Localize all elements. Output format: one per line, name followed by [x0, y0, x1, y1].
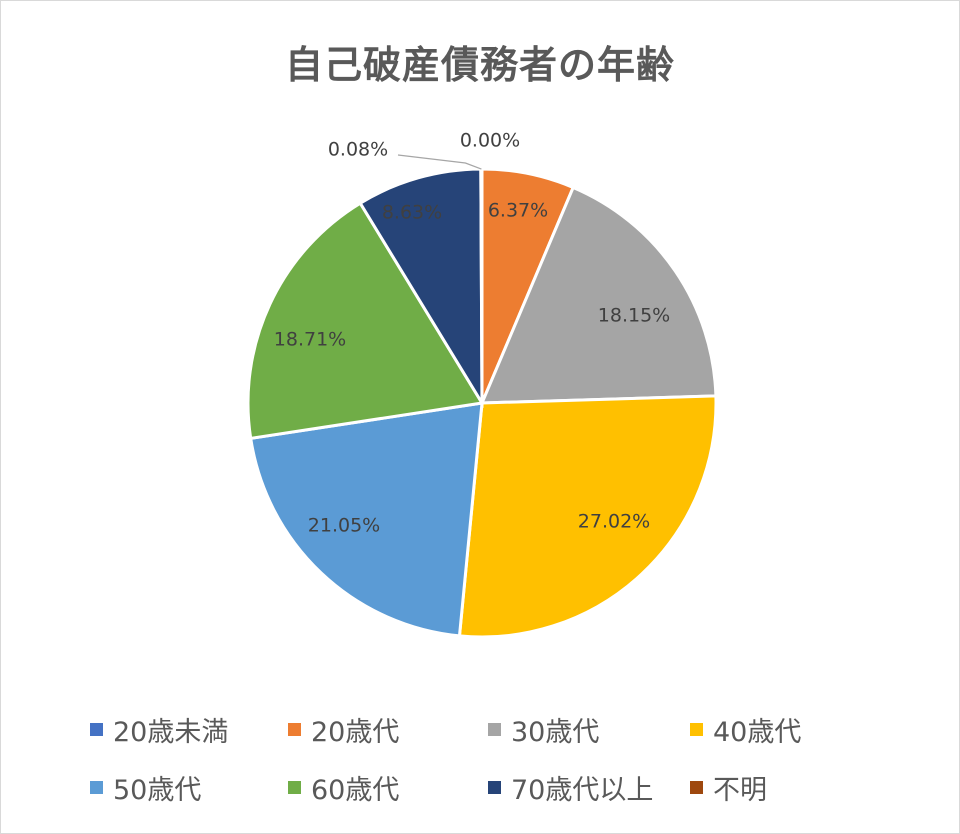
data-label-2: 18.15% [598, 305, 670, 327]
data-label-0: 0.00% [460, 130, 520, 152]
data-label-1: 6.37% [488, 200, 548, 222]
legend-swatch [288, 723, 301, 736]
legend-item-7: 不明 [690, 768, 767, 807]
legend-item-4: 50歳代 [90, 768, 201, 807]
legend-label: 70歳代以上 [511, 775, 654, 806]
legend-label: 不明 [713, 775, 767, 806]
legend-label: 60歳代 [311, 775, 400, 806]
legend-item-6: 70歳代以上 [488, 768, 653, 807]
chart-title: 自己破産債務者の年齢 [284, 43, 675, 87]
data-label-5: 18.71% [274, 329, 346, 351]
pie-slice-7 [479, 167, 484, 404]
pie-slice-5 [246, 201, 485, 441]
data-label-4: 21.05% [308, 515, 380, 537]
legend-label: 50歳代 [113, 775, 202, 806]
data-label-7: 0.08% [328, 139, 388, 161]
legend-label: 30歳代 [511, 717, 600, 748]
legend-label: 20歳代 [311, 717, 400, 748]
legend-swatch [90, 723, 103, 736]
legend-swatch [90, 781, 103, 794]
leader-lines [397, 154, 482, 170]
pie-slice-4 [248, 401, 484, 638]
leader-line-7 [397, 154, 482, 170]
pie-slice-2 [479, 185, 718, 405]
legend-item-0: 20歳未満 [90, 710, 228, 749]
legend-swatch [288, 781, 301, 794]
legend-swatch [690, 723, 703, 736]
legend-swatch [690, 781, 703, 794]
data-label-3: 27.02% [578, 511, 650, 533]
legend-label: 40歳代 [713, 717, 802, 748]
legend-item-1: 20歳代 [288, 710, 399, 749]
legend-swatch [488, 723, 501, 736]
data-label-6: 8.63% [382, 202, 442, 224]
pie-slice-3 [457, 394, 718, 639]
legend-item-2: 30歳代 [488, 710, 599, 749]
pie-slice-6 [358, 167, 484, 409]
data-labels: 0.00% 6.37% 18.15% 27.02% 21.05% 18.71% 8.63% 0… [274, 130, 670, 537]
pie-slices [246, 167, 718, 639]
legend-item-3: 40歳代 [690, 710, 801, 749]
legend-swatch [488, 781, 501, 794]
legend-label: 20歳未満 [113, 717, 229, 748]
legend-item-5: 60歳代 [288, 768, 399, 807]
